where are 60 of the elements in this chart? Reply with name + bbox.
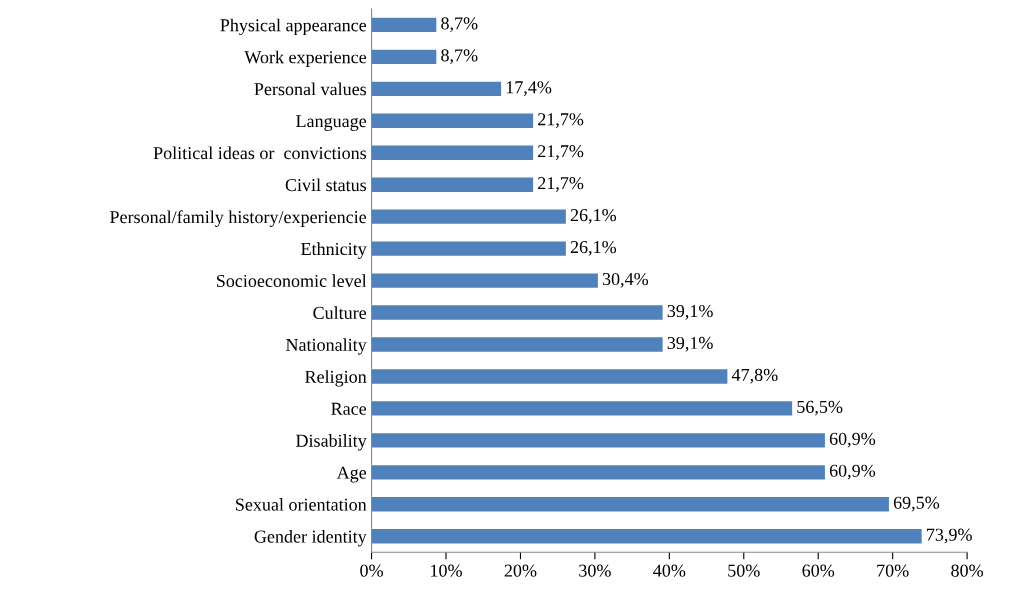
data-label: 30,4% xyxy=(602,272,649,288)
data-label: 21,7% xyxy=(538,113,584,128)
bar xyxy=(371,337,663,352)
y-tick-label: Language xyxy=(296,115,367,131)
data-label: 8,7% xyxy=(441,17,478,33)
bar xyxy=(371,17,437,33)
bar xyxy=(371,497,889,512)
bar xyxy=(371,369,728,384)
y-tick-label: Political ideas or convictions xyxy=(153,146,367,160)
y-tick-label: Work experience xyxy=(244,50,367,67)
y-tick-label: Disability xyxy=(296,434,367,451)
y-tick-label: Personal values xyxy=(254,82,367,96)
data-label: 69,5% xyxy=(893,496,940,512)
bar xyxy=(371,177,534,192)
x-tick-label: 70% xyxy=(877,564,909,577)
bar xyxy=(371,209,566,224)
data-label: 26,1% xyxy=(570,240,617,256)
data-label: 73,9% xyxy=(927,528,972,544)
data-label: 60,9% xyxy=(829,464,876,480)
y-tick-label: Race xyxy=(331,402,367,415)
x-tick-label: 80% xyxy=(951,564,984,577)
data-label: 60,9% xyxy=(829,432,876,448)
bar xyxy=(371,113,534,128)
y-tick-label: Sexual orientation xyxy=(236,498,367,511)
bar xyxy=(371,273,598,288)
data-label: 39,1% xyxy=(667,304,713,320)
x-tick-label: 50% xyxy=(728,564,760,577)
data-label: 39,1% xyxy=(667,336,713,352)
x-tick-label: 60% xyxy=(802,564,835,577)
y-tick-label: Civil status xyxy=(285,178,367,192)
x-tick-label: 30% xyxy=(579,564,611,577)
data-label: 17,4% xyxy=(506,81,552,96)
x-tick-label: 10% xyxy=(431,564,462,577)
bar xyxy=(371,241,566,256)
bar xyxy=(371,433,825,448)
bar xyxy=(371,145,534,160)
bar xyxy=(371,81,502,97)
bar xyxy=(371,305,663,320)
y-tick-label: Ethnicity xyxy=(301,242,367,259)
y-tick-label: Personal/family history/experiencie xyxy=(110,210,367,227)
y-tick-label: Nationality xyxy=(285,338,367,355)
y-tick-label: Age xyxy=(336,466,367,483)
x-tick-label: 40% xyxy=(653,564,686,577)
data-label: 47,8% xyxy=(731,368,778,384)
bar xyxy=(371,49,437,65)
y-tick-label: Culture xyxy=(313,306,367,319)
data-label: 8,7% xyxy=(441,49,478,65)
bar xyxy=(371,401,793,416)
x-tick-label: 0% xyxy=(360,564,383,577)
y-tick-label: Physical appearance xyxy=(220,18,367,36)
y-tick-label: Religion xyxy=(305,370,367,387)
data-label: 56,5% xyxy=(797,400,843,416)
data-label: 21,7% xyxy=(538,177,584,192)
data-label: 26,1% xyxy=(570,209,617,224)
x-tick-label: 20% xyxy=(504,564,537,577)
bar xyxy=(371,465,825,480)
y-tick-label: Gender identity xyxy=(254,529,367,547)
y-tick-label: Socioeconomic level xyxy=(217,274,367,288)
data-label: 21,7% xyxy=(538,145,584,160)
bar xyxy=(371,529,922,544)
